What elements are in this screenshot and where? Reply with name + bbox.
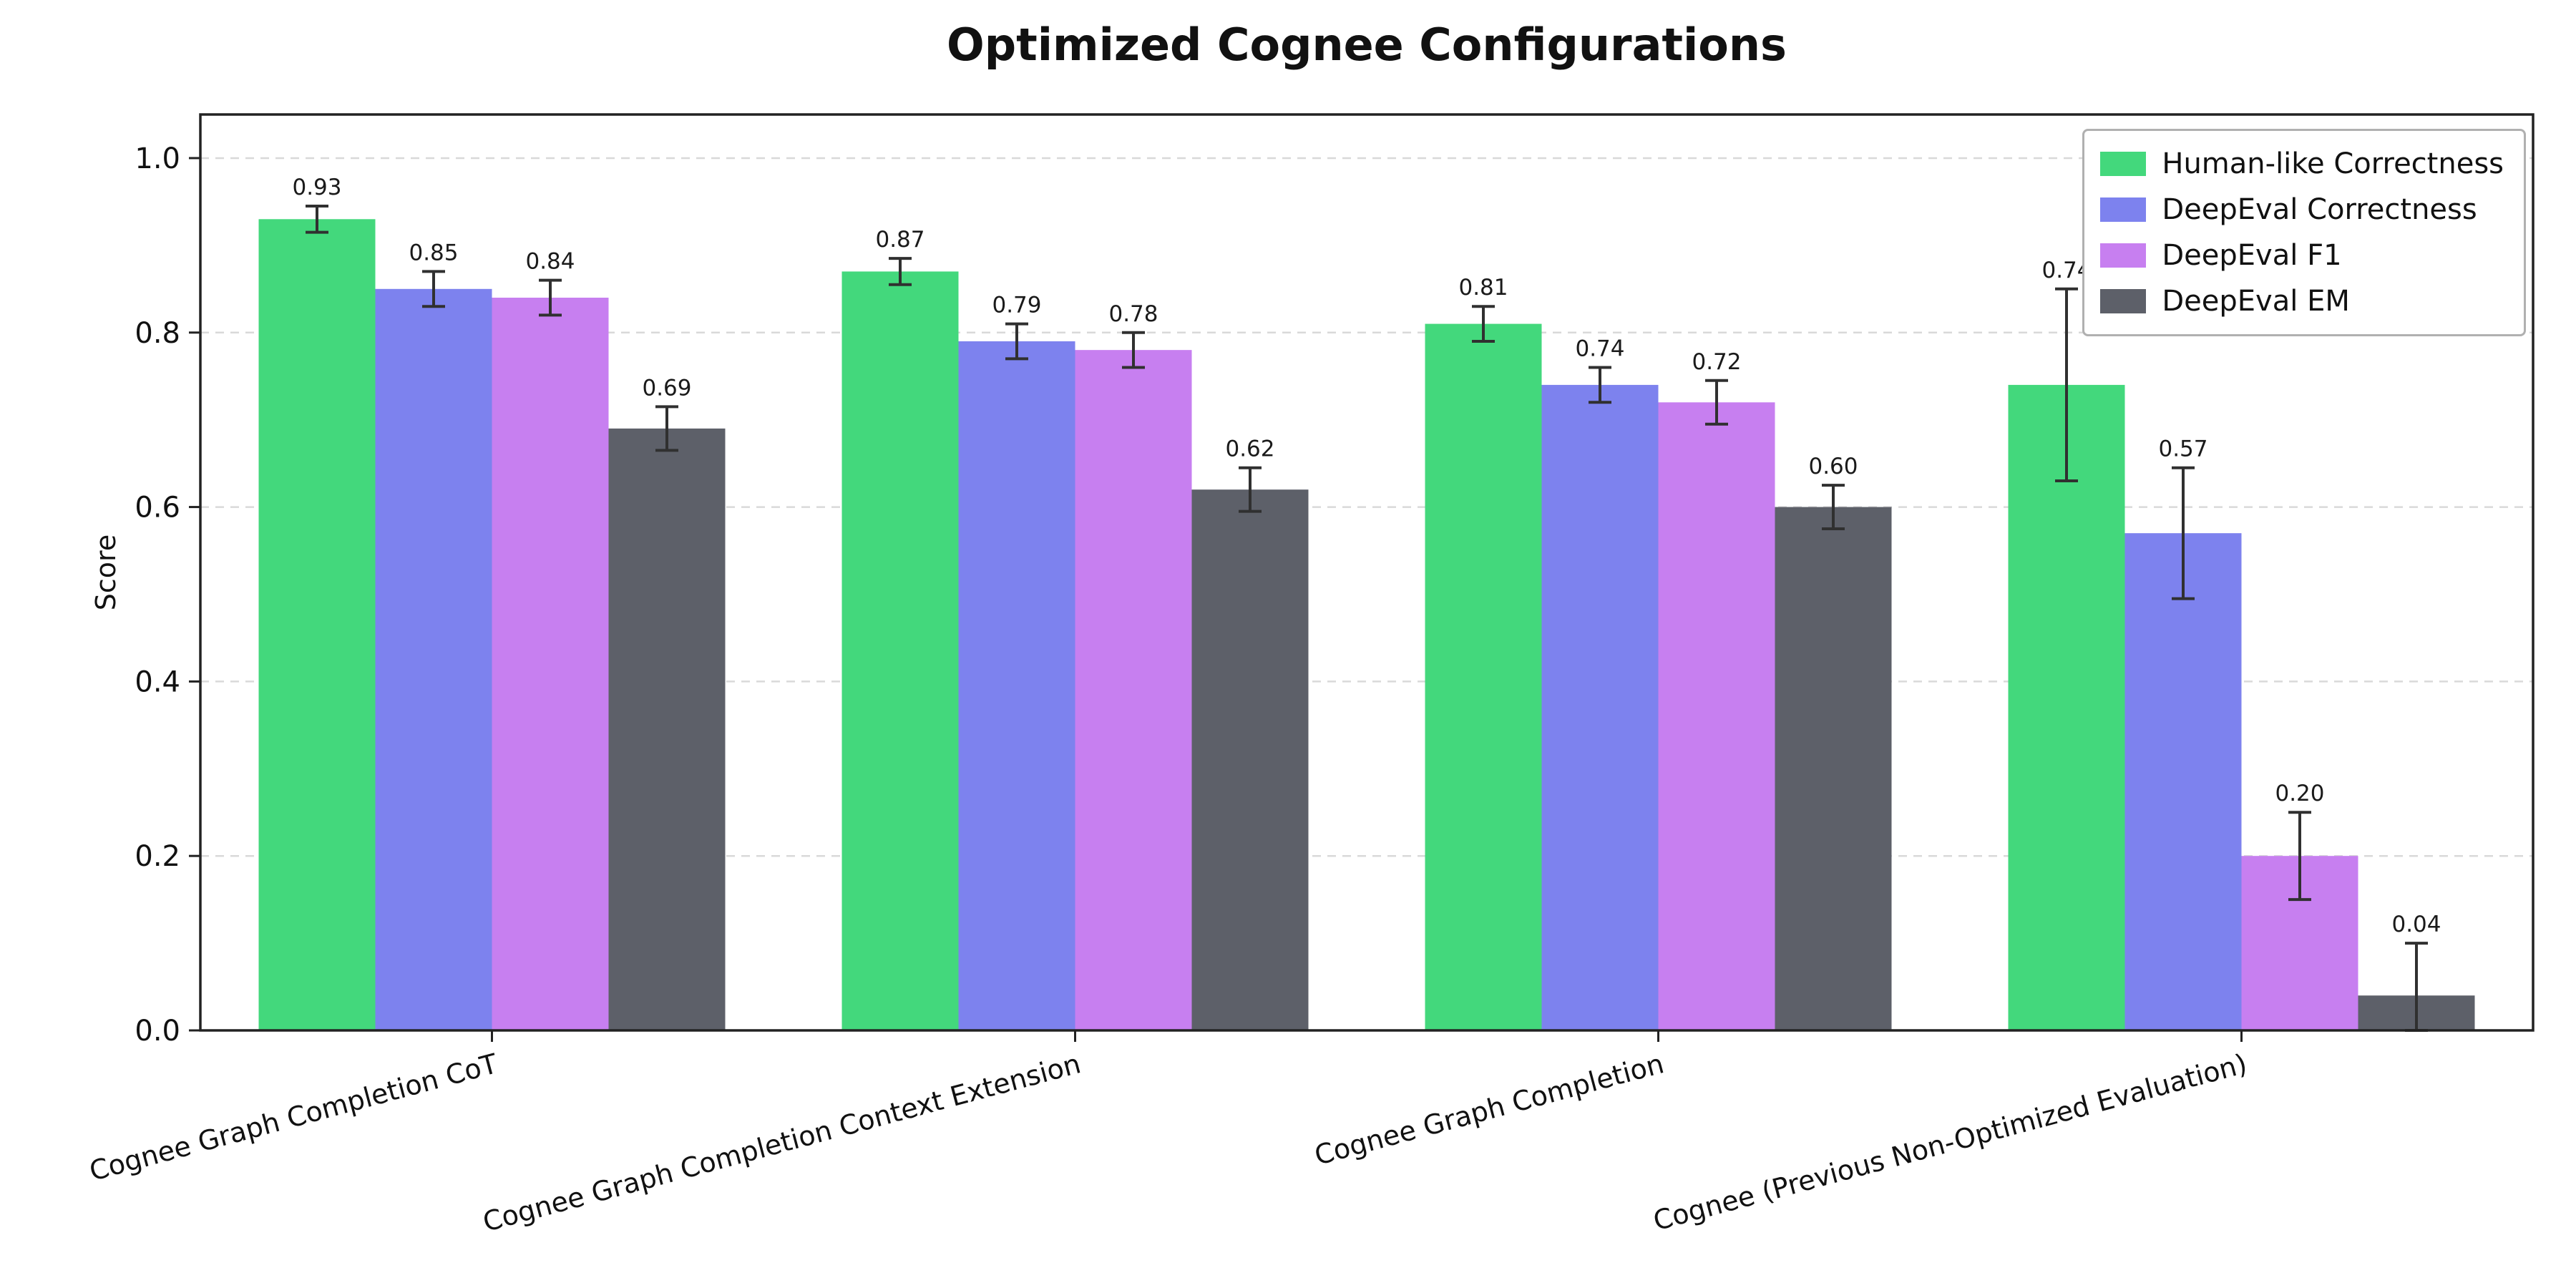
bar (2008, 384, 2125, 1030)
bar (1075, 350, 1192, 1031)
bar-value-label: 0.60 (1808, 454, 1858, 479)
x-tick-label: Cognee Graph Completion Context Extensio… (479, 1048, 1084, 1238)
legend-item: Human-like Correctness (2100, 144, 2504, 184)
bar-value-label: 0.87 (875, 227, 924, 253)
bar-value-label: 0.69 (642, 375, 691, 401)
legend-label: DeepEval F1 (2162, 239, 2342, 272)
bar-value-label: 0.62 (1225, 436, 1274, 462)
x-tick-label: Cognee Graph Completion CoT (86, 1048, 501, 1187)
y-tick-label: 0.2 (135, 840, 180, 873)
bar-value-label: 0.20 (2275, 781, 2324, 806)
x-tick-label: Cognee (Previous Non-Optimized Evaluatio… (1650, 1048, 2250, 1236)
y-tick-label: 0.4 (135, 665, 180, 698)
legend-label: DeepEval EM (2162, 285, 2350, 318)
bar (958, 341, 1075, 1030)
bar-value-label: 0.81 (1458, 275, 1508, 301)
bar (258, 219, 376, 1031)
legend: Human-like Correctness DeepEval Correctn… (2082, 129, 2526, 336)
legend-item: DeepEval F1 (2100, 235, 2504, 275)
y-tick-label: 0.0 (135, 1015, 180, 1048)
bar-value-label: 0.79 (992, 293, 1041, 318)
bar-value-label: 0.85 (409, 240, 458, 265)
bar-value-label: 0.72 (1692, 349, 1741, 375)
legend-swatch (2100, 243, 2147, 268)
bar-value-label: 0.93 (292, 175, 341, 200)
legend-item: DeepEval Correctness (2100, 190, 2504, 230)
bar-value-label: 0.57 (2158, 436, 2207, 462)
bar (375, 288, 492, 1030)
bar (608, 428, 726, 1030)
legend-label: DeepEval Correctness (2162, 193, 2477, 226)
legend-item: DeepEval EM (2100, 281, 2504, 321)
y-tick-label: 1.0 (135, 142, 180, 175)
bar-value-label: 0.74 (1575, 336, 1624, 362)
bar-value-label: 0.84 (525, 249, 575, 275)
bar (841, 271, 959, 1030)
bar (1425, 323, 1542, 1031)
legend-label: Human-like Correctness (2162, 147, 2504, 180)
bar-value-label: 0.04 (2391, 912, 2441, 937)
legend-swatch (2100, 289, 2147, 313)
y-tick-label: 0.8 (135, 317, 180, 350)
bar (492, 298, 609, 1030)
bar (1541, 384, 1659, 1030)
y-tick-label: 0.6 (135, 492, 180, 525)
plot-frame (199, 113, 2534, 1032)
bar (1658, 402, 1775, 1030)
bar-value-label: 0.78 (1108, 301, 1158, 327)
legend-swatch (2100, 152, 2147, 176)
bar (2124, 533, 2242, 1030)
bar (1775, 507, 1892, 1030)
x-tick-label: Cognee Graph Completion (1311, 1048, 1667, 1171)
legend-swatch (2100, 197, 2147, 222)
chart-title: Optimized Cognee Configurations (947, 19, 1787, 71)
bar (1191, 489, 1309, 1030)
